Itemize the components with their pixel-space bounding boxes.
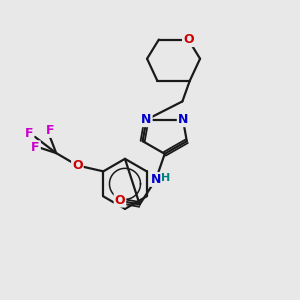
Text: N: N bbox=[151, 173, 161, 186]
Text: F: F bbox=[25, 127, 33, 140]
Text: H: H bbox=[161, 173, 170, 183]
Text: N: N bbox=[178, 113, 188, 126]
Text: F: F bbox=[46, 124, 55, 137]
Text: O: O bbox=[115, 194, 125, 207]
Text: F: F bbox=[31, 141, 40, 154]
Text: N: N bbox=[141, 113, 152, 126]
Text: O: O bbox=[72, 159, 83, 172]
Text: O: O bbox=[183, 33, 194, 46]
